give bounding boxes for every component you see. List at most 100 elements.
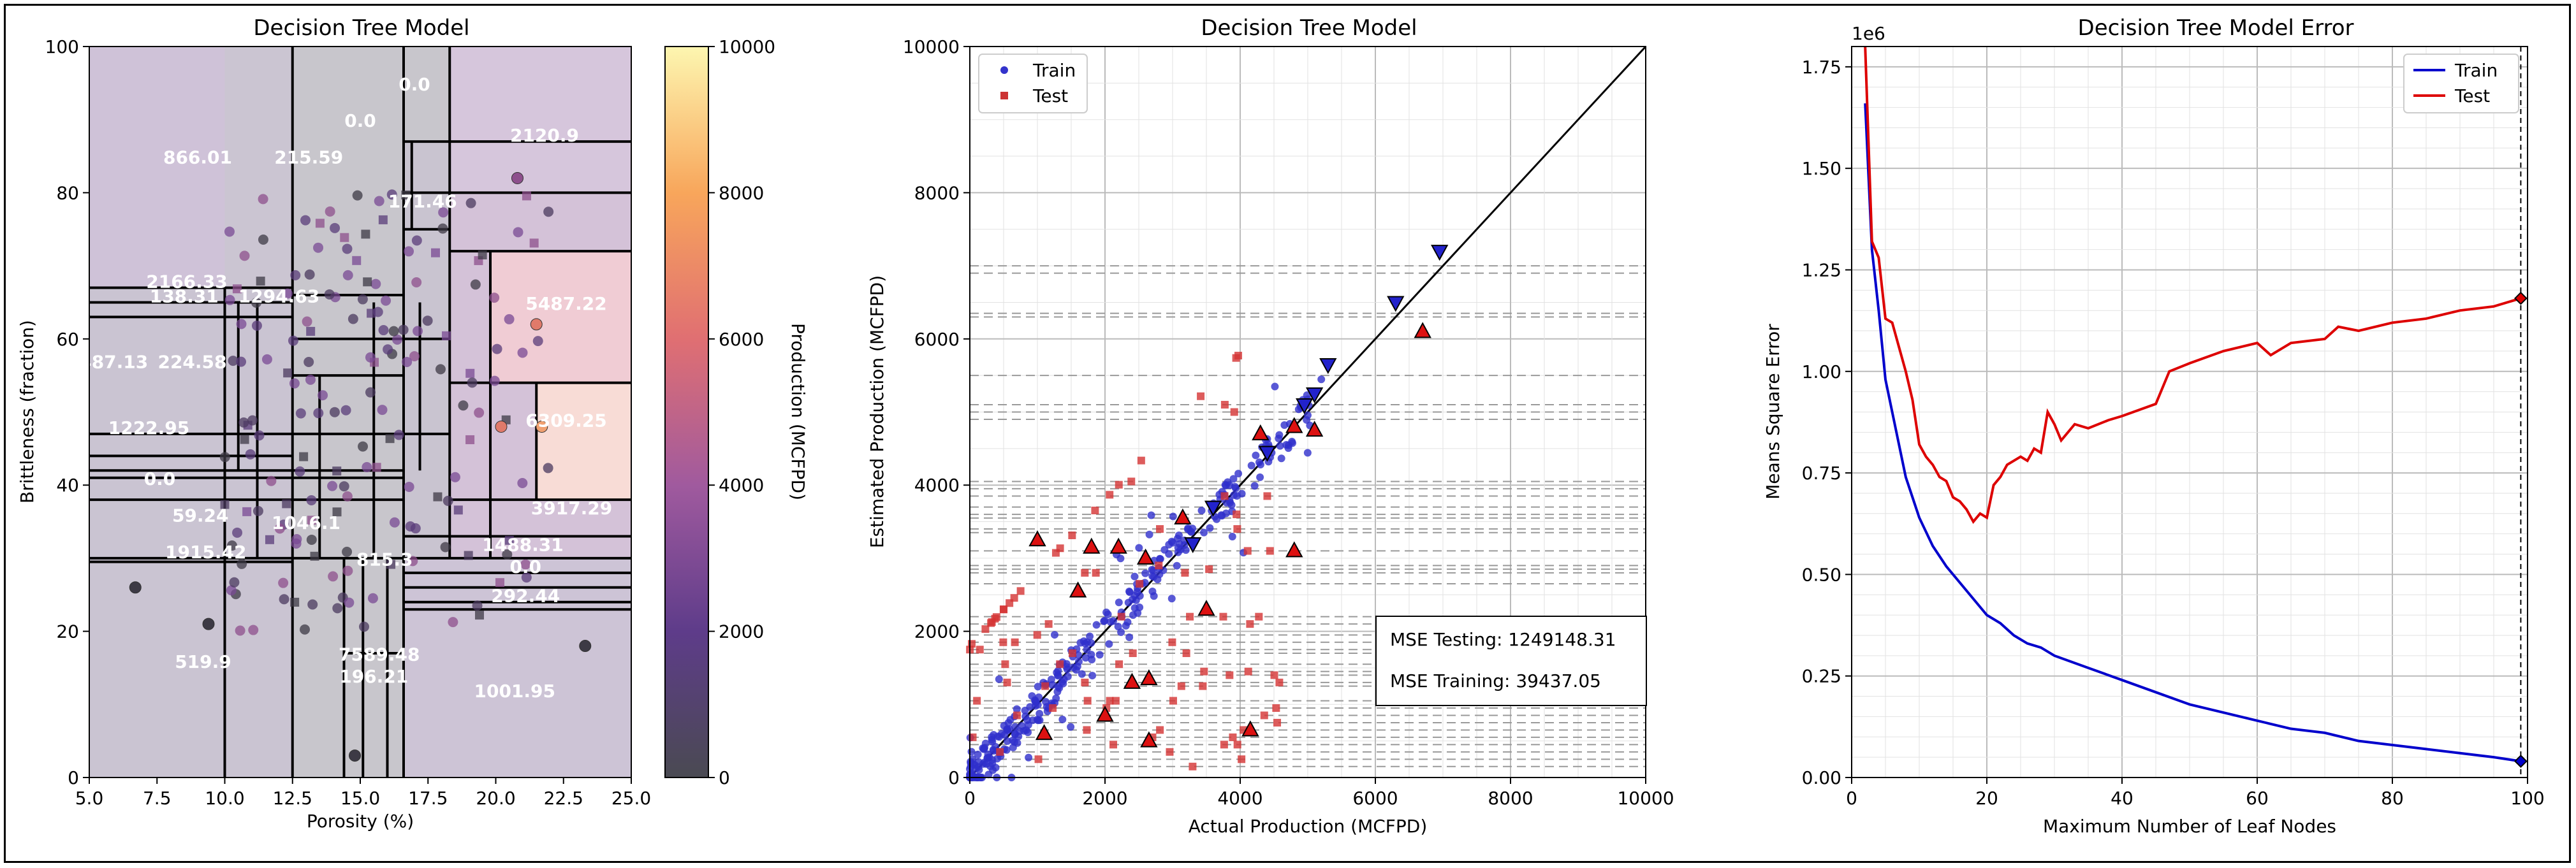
train-point: [986, 762, 995, 770]
train-point: [1014, 732, 1023, 741]
train-point: [1317, 375, 1326, 384]
train-point: [1167, 595, 1176, 603]
x-tick-label: 15.0: [340, 788, 380, 809]
error-triangle: [1296, 398, 1314, 415]
sample-point: [374, 196, 384, 206]
sample-point: [306, 534, 317, 545]
train-point: [1106, 618, 1115, 626]
sample-point: [404, 481, 414, 492]
train-point: [1074, 651, 1082, 659]
train-point: [1058, 715, 1067, 723]
test-point: [1189, 762, 1197, 770]
sample-point: [530, 318, 543, 331]
train-point: [1288, 439, 1296, 447]
sample-point: [489, 293, 500, 303]
test-point: [1016, 587, 1025, 595]
train-point: [1116, 554, 1125, 563]
leaf-label: 171.46: [388, 191, 457, 212]
sample-point: [474, 407, 485, 418]
sample-point: [306, 495, 317, 505]
sample-point: [289, 378, 300, 389]
train-point: [1105, 640, 1113, 648]
train-point: [1125, 587, 1134, 595]
test-point: [1205, 565, 1213, 574]
leaf-label: 224.58: [157, 352, 226, 373]
sample-point: [237, 558, 247, 569]
sample-point: [435, 364, 446, 375]
train-point: [1169, 512, 1177, 521]
test-point: [1243, 547, 1252, 555]
sample-point: [464, 551, 473, 560]
sample-point: [342, 243, 353, 254]
leaf-label: 519.9: [175, 651, 231, 672]
train-point: [1134, 609, 1142, 617]
error-triangle: [1035, 724, 1053, 741]
sample-point: [226, 585, 237, 596]
leaf-label: 2166.33: [146, 271, 228, 293]
sample-point: [478, 250, 487, 260]
sample-point: [342, 546, 353, 557]
train-point: [1004, 727, 1012, 735]
test-point: [1081, 568, 1089, 577]
train-point: [1197, 507, 1206, 515]
leaf-label: 1001.95: [474, 681, 555, 702]
error-triangle: [1184, 537, 1202, 554]
test-point: [1233, 525, 1241, 533]
sample-point: [492, 344, 502, 354]
train-point: [1276, 442, 1284, 450]
sample-point: [392, 334, 403, 345]
train-point: [1141, 569, 1150, 577]
panel3-axes-frame: [1851, 46, 2528, 778]
sample-point: [295, 466, 305, 477]
train-point: [975, 766, 983, 774]
sample-point: [305, 374, 316, 385]
leaf-label: 1488.31: [482, 534, 564, 555]
test-point: [999, 638, 1007, 646]
sample-point: [300, 624, 311, 635]
y-tick-label: 100: [45, 36, 79, 57]
sample-point: [254, 430, 265, 441]
sample-point: [202, 618, 215, 630]
sample-point: [513, 227, 523, 238]
colorbar-tick-label: 0: [719, 767, 730, 788]
leaf-label: 0.0: [399, 74, 430, 95]
train-point: [1150, 592, 1158, 600]
test-point: [1011, 638, 1019, 646]
y-tick-label: 4000: [914, 475, 960, 496]
sample-point: [385, 434, 395, 444]
sample-point: [224, 294, 235, 305]
legend-test-label: Test: [1032, 85, 1068, 106]
x-tick-label: 5.0: [75, 788, 104, 809]
sample-point: [422, 315, 433, 326]
train-error-line: [1864, 103, 2521, 763]
train-point: [1050, 631, 1058, 639]
sample-point: [251, 297, 261, 308]
sample-point: [245, 449, 256, 459]
train-point: [1081, 654, 1090, 662]
y-tick-label: 60: [56, 329, 79, 350]
sample-point: [402, 356, 413, 367]
sample-point: [283, 368, 293, 378]
sample-point: [274, 523, 285, 534]
mse-annotation: MSE Testing: 1249148.31 MSE Training: 39…: [1375, 616, 1647, 706]
sample-point: [342, 565, 353, 576]
sample-point: [386, 560, 396, 569]
test-point: [1041, 682, 1050, 690]
test-point: [1092, 568, 1100, 577]
train-point: [1086, 632, 1094, 640]
sample-point: [330, 222, 340, 233]
sample-point: [358, 621, 369, 632]
sample-point: [340, 405, 351, 416]
test-point: [1181, 568, 1189, 577]
selected-point: [2514, 755, 2528, 768]
test-point: [1081, 678, 1089, 686]
sample-point: [251, 320, 262, 331]
train-point: [1031, 697, 1039, 705]
train-point: [1252, 451, 1260, 459]
panel3-y-label: Means Square Error: [1762, 324, 1783, 500]
train-point: [1067, 723, 1075, 731]
test-point: [1219, 612, 1227, 621]
train-point: [1231, 482, 1239, 491]
error-triangle: [1414, 322, 1431, 338]
train-point: [1303, 416, 1311, 424]
